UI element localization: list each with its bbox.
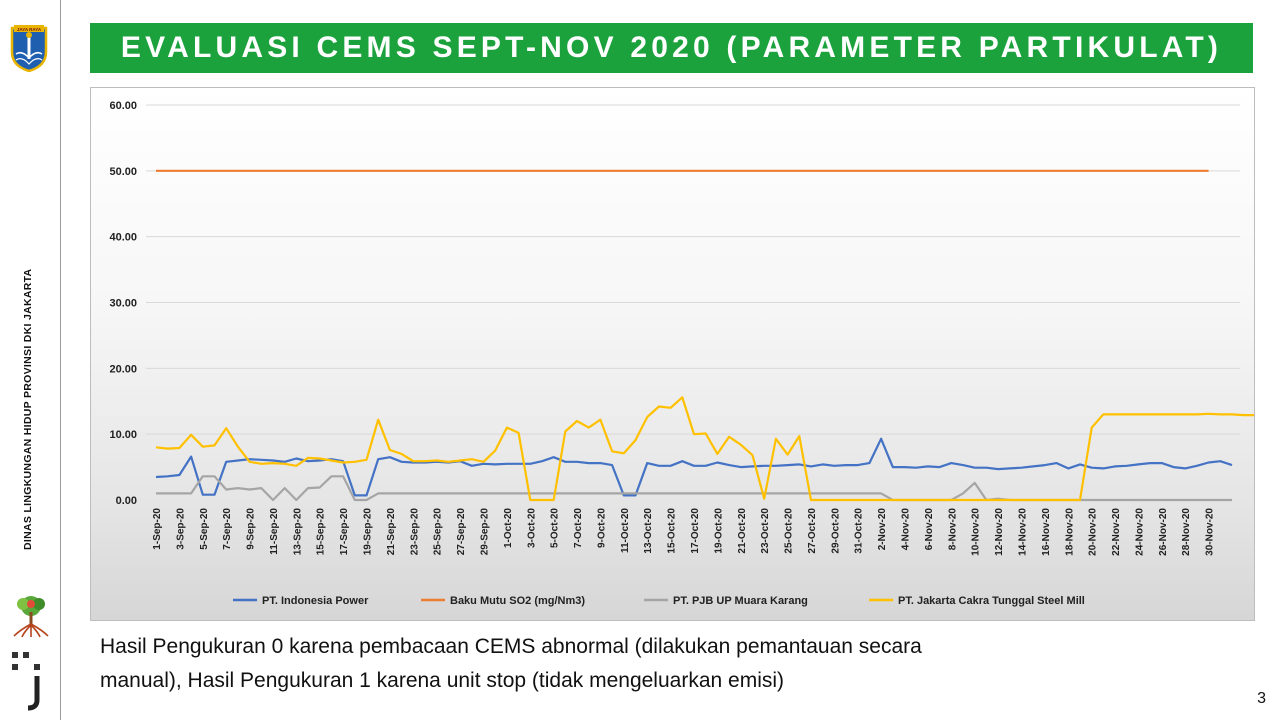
legend-label: Baku Mutu SO2 (mg/Nm3): [450, 595, 585, 607]
x-tick-label: 25-Sep-20: [433, 508, 444, 556]
x-tick-label: 5-Sep-20: [199, 508, 210, 550]
x-tick-label: 9-Oct-20: [596, 508, 607, 548]
x-tick-label: 3-Sep-20: [175, 508, 186, 550]
x-tick-label: 13-Sep-20: [292, 508, 303, 556]
x-tick-label: 7-Oct-20: [573, 508, 584, 548]
x-tick-label: 23-Sep-20: [409, 508, 420, 556]
logo-top-text: JAYA RAYA: [17, 27, 42, 32]
x-tick-label: 17-Sep-20: [339, 508, 350, 556]
title-banner: EVALUASI CEMS SEPT-NOV 2020 (PARAMETER P…: [90, 23, 1253, 73]
y-tick-label: 10.00: [109, 429, 137, 441]
x-tick-label: 6-Nov-20: [924, 508, 935, 551]
x-tick-label: 7-Sep-20: [222, 508, 233, 550]
x-tick-label: 27-Oct-20: [807, 508, 818, 554]
x-tick-label: 17-Oct-20: [690, 508, 701, 554]
x-tick-label: 8-Nov-20: [947, 508, 958, 551]
tree-emblem-logo: [13, 596, 49, 638]
x-tick-label: 3-Oct-20: [526, 508, 537, 548]
chart-area: 0.00 10.00 20.00 30.00 40.00 50.00 60.00 1-Sep-…: [90, 87, 1255, 621]
y-tick-label: 30.00: [109, 298, 137, 310]
page-number: 3: [1257, 690, 1266, 707]
x-tick-label: 11-Oct-20: [620, 508, 631, 553]
x-tick-label: 26-Nov-20: [1158, 508, 1169, 556]
series-line: [155, 396, 1254, 502]
x-tick-label: 24-Nov-20: [1134, 508, 1145, 556]
x-tick-label: 18-Nov-20: [1064, 508, 1075, 556]
series-line: [155, 437, 1233, 497]
x-tick-label: 19-Oct-20: [713, 508, 724, 554]
note-line-2: manual), Hasil Pengukuran 1 karena unit …: [100, 669, 785, 692]
x-tick-label: 27-Sep-20: [456, 508, 467, 556]
x-tick-label: 19-Sep-20: [363, 508, 374, 556]
jakarta-j-logo: [12, 652, 40, 711]
x-tick-label: 21-Oct-20: [737, 508, 748, 554]
legend-label: PT. PJB UP Muara Karang: [673, 595, 808, 607]
x-tick-label: 30-Nov-20: [1205, 508, 1216, 556]
y-tick-label: 40.00: [109, 232, 137, 244]
legend-label: PT. Indonesia Power: [262, 595, 369, 607]
x-tick-label: 13-Oct-20: [643, 508, 654, 554]
organization-vertical-label: DINAS LINGKUNGAN HIDUP PROVINSI DKI JAKA…: [22, 268, 34, 550]
x-tick-label: 20-Nov-20: [1088, 508, 1099, 556]
x-tick-label: 29-Sep-20: [479, 508, 490, 556]
slide-title: EVALUASI CEMS SEPT-NOV 2020 (PARAMETER P…: [120, 31, 1223, 64]
x-tick-label: 10-Nov-20: [971, 508, 982, 556]
line-chart: 0.00 10.00 20.00 30.00 40.00 50.00 60.00 1-Sep-…: [109, 100, 1254, 607]
jakarta-crest-logo: JAYA RAYA: [10, 25, 48, 72]
y-tick-label: 0.00: [116, 495, 137, 507]
measurement-note: Hasil Pengukuran 0 karena pembacaan CEMS…: [100, 630, 1140, 698]
left-sidebar: JAYA RAYA DINAS LINGKUNGAN HIDUP PROVINS…: [0, 0, 61, 720]
x-tick-label: 29-Oct-20: [830, 508, 841, 554]
x-tick-label: 23-Oct-20: [760, 508, 771, 554]
x-tick-label: 28-Nov-20: [1181, 508, 1192, 556]
y-tick-label: 20.00: [109, 363, 137, 375]
x-tick-label: 1-Sep-20: [152, 508, 163, 550]
x-tick-label: 9-Sep-20: [246, 508, 257, 550]
x-tick-label: 1-Oct-20: [503, 508, 514, 548]
x-tick-label: 11-Sep-20: [269, 508, 280, 555]
x-tick-label: 16-Nov-20: [1041, 508, 1052, 556]
x-tick-label: 22-Nov-20: [1111, 508, 1122, 556]
series-line: [156, 475, 1232, 502]
y-tick-label: 50.00: [109, 166, 137, 178]
x-tick-label: 14-Nov-20: [1017, 508, 1028, 556]
x-tick-label: 5-Oct-20: [550, 508, 561, 548]
x-tick-label: 21-Sep-20: [386, 508, 397, 556]
x-tick-label: 12-Nov-20: [994, 508, 1005, 556]
note-line-1: Hasil Pengukuran 0 karena pembacaan CEMS…: [100, 635, 922, 658]
organization-vertical-label-wrap: DINAS LINGKUNGAN HIDUP PROVINSI DKI JAKA…: [22, 190, 36, 550]
x-tick-label: 2-Nov-20: [877, 508, 888, 551]
y-tick-label: 60.00: [109, 100, 137, 112]
x-tick-label: 15-Oct-20: [667, 508, 678, 554]
legend-label: PT. Jakarta Cakra Tunggal Steel Mill: [898, 595, 1085, 607]
x-tick-label: 4-Nov-20: [901, 508, 912, 551]
x-tick-label: 15-Sep-20: [316, 508, 327, 556]
x-tick-label: 31-Oct-20: [854, 508, 865, 554]
x-tick-label: 25-Oct-20: [784, 508, 795, 554]
